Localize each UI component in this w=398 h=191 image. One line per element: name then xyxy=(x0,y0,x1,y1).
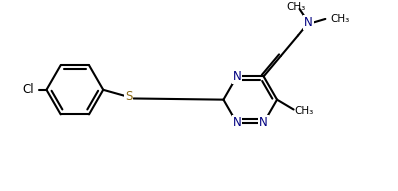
Text: N: N xyxy=(259,116,268,129)
Text: CH₃: CH₃ xyxy=(286,2,305,12)
Text: CH₃: CH₃ xyxy=(330,14,349,24)
Text: N: N xyxy=(304,16,313,29)
Text: CH₃: CH₃ xyxy=(295,106,314,116)
Text: Cl: Cl xyxy=(22,83,34,96)
Text: S: S xyxy=(125,90,133,103)
Text: N: N xyxy=(232,70,241,83)
Text: N: N xyxy=(232,116,241,129)
